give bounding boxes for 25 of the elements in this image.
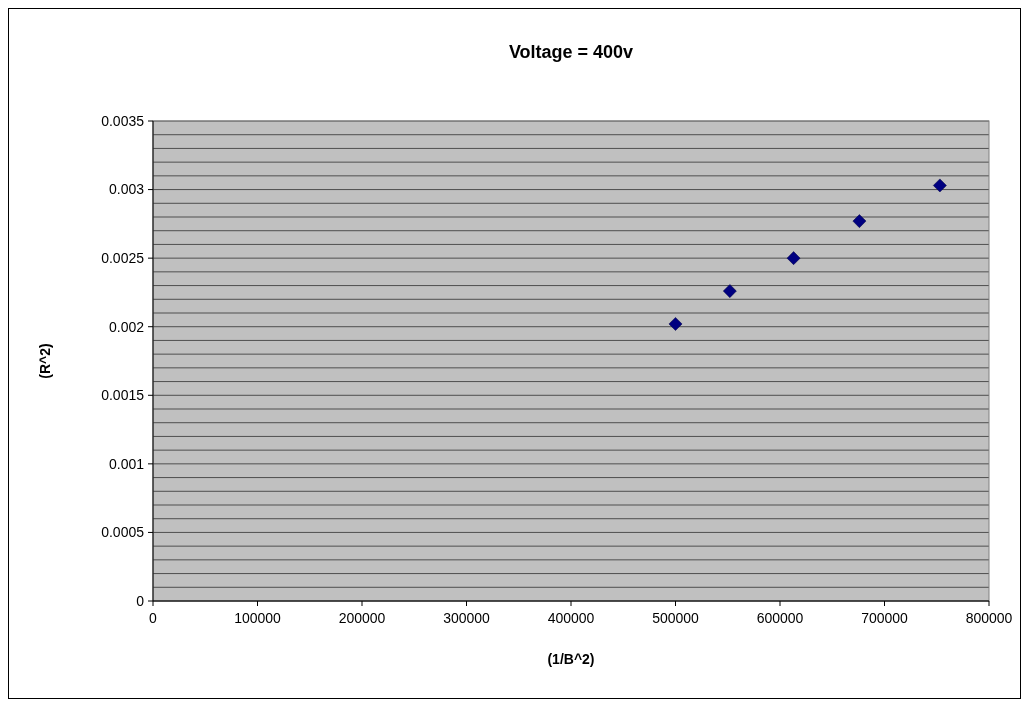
y-tick-label: 0 [136,592,145,609]
x-axis-title: (1/B^2) [547,651,595,667]
y-tick-label: 0.001 [108,455,145,472]
chart-title: Voltage = 400v [508,42,634,62]
x-tick-label: 600000 [756,610,804,626]
y-tick-label: 0.0025 [101,250,145,267]
x-tick-label: 0 [149,610,158,626]
point [786,251,801,265]
x-tick-label: 300000 [443,610,491,626]
point [933,178,947,193]
point [668,317,683,331]
x-tick-label: 400000 [547,610,595,626]
y-axis-title: (R^2) [37,343,53,379]
x-tick-label: 100000 [234,610,282,626]
x-tick-label: 800000 [965,610,1013,626]
y-tick-label: 0.0005 [101,524,145,541]
point [723,284,737,298]
y-tick-label: 0.002 [108,318,145,335]
x-tick-label: 200000 [338,610,386,626]
y-tick-label: 0.003 [108,181,145,198]
y-tick-label: 0.0035 [101,112,145,129]
point [852,214,867,228]
x-tick-label: 500000 [652,610,700,626]
x-tick-label: 700000 [861,610,909,626]
y-tick-label: 0.0015 [101,387,145,404]
